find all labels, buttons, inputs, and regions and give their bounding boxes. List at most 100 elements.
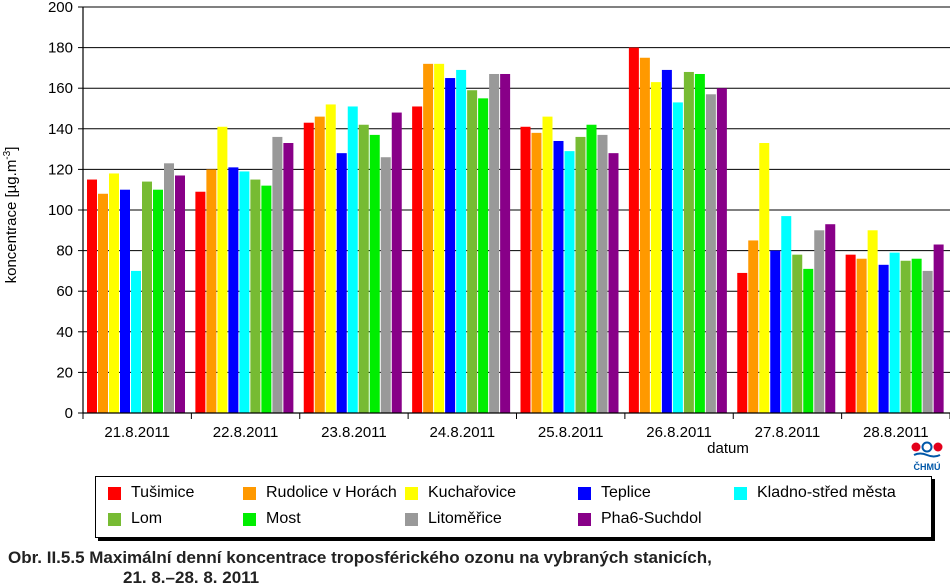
bar [303, 122, 314, 414]
x-tick-label: 24.8.2011 [430, 424, 496, 441]
bar [445, 78, 456, 414]
bar [164, 163, 174, 413]
bar [845, 254, 856, 413]
y-axis-title-main: koncentrace [µg.m [3, 160, 20, 284]
bar [520, 126, 531, 414]
bar [358, 124, 369, 414]
x-tick-label: 22.8.2011 [213, 424, 279, 441]
bar [661, 69, 672, 414]
legend-item: Most [243, 508, 301, 530]
bar [489, 73, 500, 414]
bar [650, 82, 661, 414]
bar [380, 157, 391, 413]
bar [542, 116, 553, 414]
legend-item: Pha6-Suchdol [578, 508, 702, 530]
bar [672, 102, 683, 413]
bar [553, 140, 564, 414]
bar [467, 90, 478, 413]
bar [109, 173, 119, 413]
legend-label: Litoměřice [428, 510, 502, 527]
bar [142, 181, 152, 413]
x-tick-label: 26.8.2011 [646, 424, 712, 441]
legend-swatch [243, 512, 256, 526]
chmu-logo: ČHMÚ [910, 440, 944, 474]
y-tick-label: 120 [48, 161, 73, 178]
bar [239, 171, 250, 413]
bar [195, 191, 206, 413]
bar [131, 270, 141, 413]
y-tick-label: 40 [56, 324, 73, 341]
figure-caption: Obr. II.5.5 Maximální denní koncentrace … [8, 548, 943, 588]
legend-item: Teplice [578, 482, 651, 504]
legend-item: Kladno-střed města [734, 482, 896, 504]
legend-label: Teplice [601, 484, 651, 501]
bar [748, 240, 759, 413]
legend-label: Rudolice v Horách [266, 484, 397, 501]
bar [87, 179, 97, 413]
x-tick-label: 27.8.2011 [755, 424, 821, 441]
bar [325, 104, 336, 413]
y-tick-label: 200 [48, 0, 73, 16]
legend-item: Kuchařovice [405, 482, 516, 504]
bar [705, 94, 716, 413]
bar [814, 230, 825, 413]
bar [933, 244, 944, 413]
y-tick-label: 140 [48, 121, 73, 138]
y-axis-title-close: ] [3, 147, 20, 151]
bar [759, 143, 770, 413]
bar [639, 57, 650, 413]
chmu-logo-icon: ČHMÚ [911, 441, 943, 472]
legend-item: Litoměřice [405, 508, 502, 530]
x-tick-label: 25.8.2011 [538, 424, 604, 441]
bar [911, 258, 922, 413]
bar [314, 116, 325, 414]
bar [347, 106, 358, 413]
caption-line-2: 21. 8.–28. 8. 2011 [123, 568, 260, 587]
bar [803, 268, 814, 413]
y-axis-title: koncentrace [µg.m-3] [2, 147, 20, 284]
y-tick-label: 80 [56, 243, 73, 260]
logo-text: ČHMÚ [914, 461, 941, 472]
bar [628, 47, 639, 413]
y-tick-label: 160 [48, 80, 73, 97]
legend-swatch [578, 486, 591, 500]
legend-swatch [405, 486, 418, 500]
legend-item: Rudolice v Horách [243, 482, 397, 504]
y-tick-label: 0 [65, 405, 73, 422]
x-tick-label: 23.8.2011 [321, 424, 387, 441]
bar [900, 260, 911, 413]
bar [867, 230, 878, 413]
bar [250, 179, 261, 413]
y-tick-label: 100 [48, 202, 73, 219]
bar [586, 124, 597, 414]
legend-item: Lom [108, 508, 162, 530]
legend-swatch [405, 512, 418, 526]
bar [564, 151, 575, 413]
bar [217, 126, 228, 414]
bar [391, 112, 402, 413]
x-tick-label: 28.8.2011 [863, 424, 929, 441]
x-tick-label: 21.8.2011 [104, 424, 170, 441]
bar [597, 134, 608, 413]
bar [434, 63, 445, 414]
bar [500, 73, 511, 414]
bar [369, 134, 380, 413]
caption-line-1: Obr. II.5.5 Maximální denní koncentrace … [8, 548, 712, 567]
y-tick-label: 180 [48, 40, 73, 57]
bar [120, 189, 130, 413]
bar [889, 252, 900, 413]
y-tick-labels: 0 20 40 60 80 100 120 140 160 180 200 [48, 0, 73, 422]
legend-swatch [108, 512, 121, 526]
ozone-bar-chart: 0 20 40 60 80 100 120 140 160 180 200 21.8.2011 22.… [2, 0, 950, 457]
bar [478, 98, 489, 413]
legend-label: Kuchařovice [428, 484, 517, 501]
y-tick-label: 20 [56, 364, 73, 381]
legend-label: Pha6-Suchdol [601, 510, 702, 527]
legend: Tušimice Rudolice v Horách Kuchařovice Tepl… [95, 476, 932, 538]
legend-label: Most [266, 510, 301, 527]
bar [770, 250, 781, 413]
legend-swatch [108, 486, 121, 500]
bar [175, 175, 185, 413]
bar [206, 169, 217, 413]
bar [412, 106, 423, 413]
